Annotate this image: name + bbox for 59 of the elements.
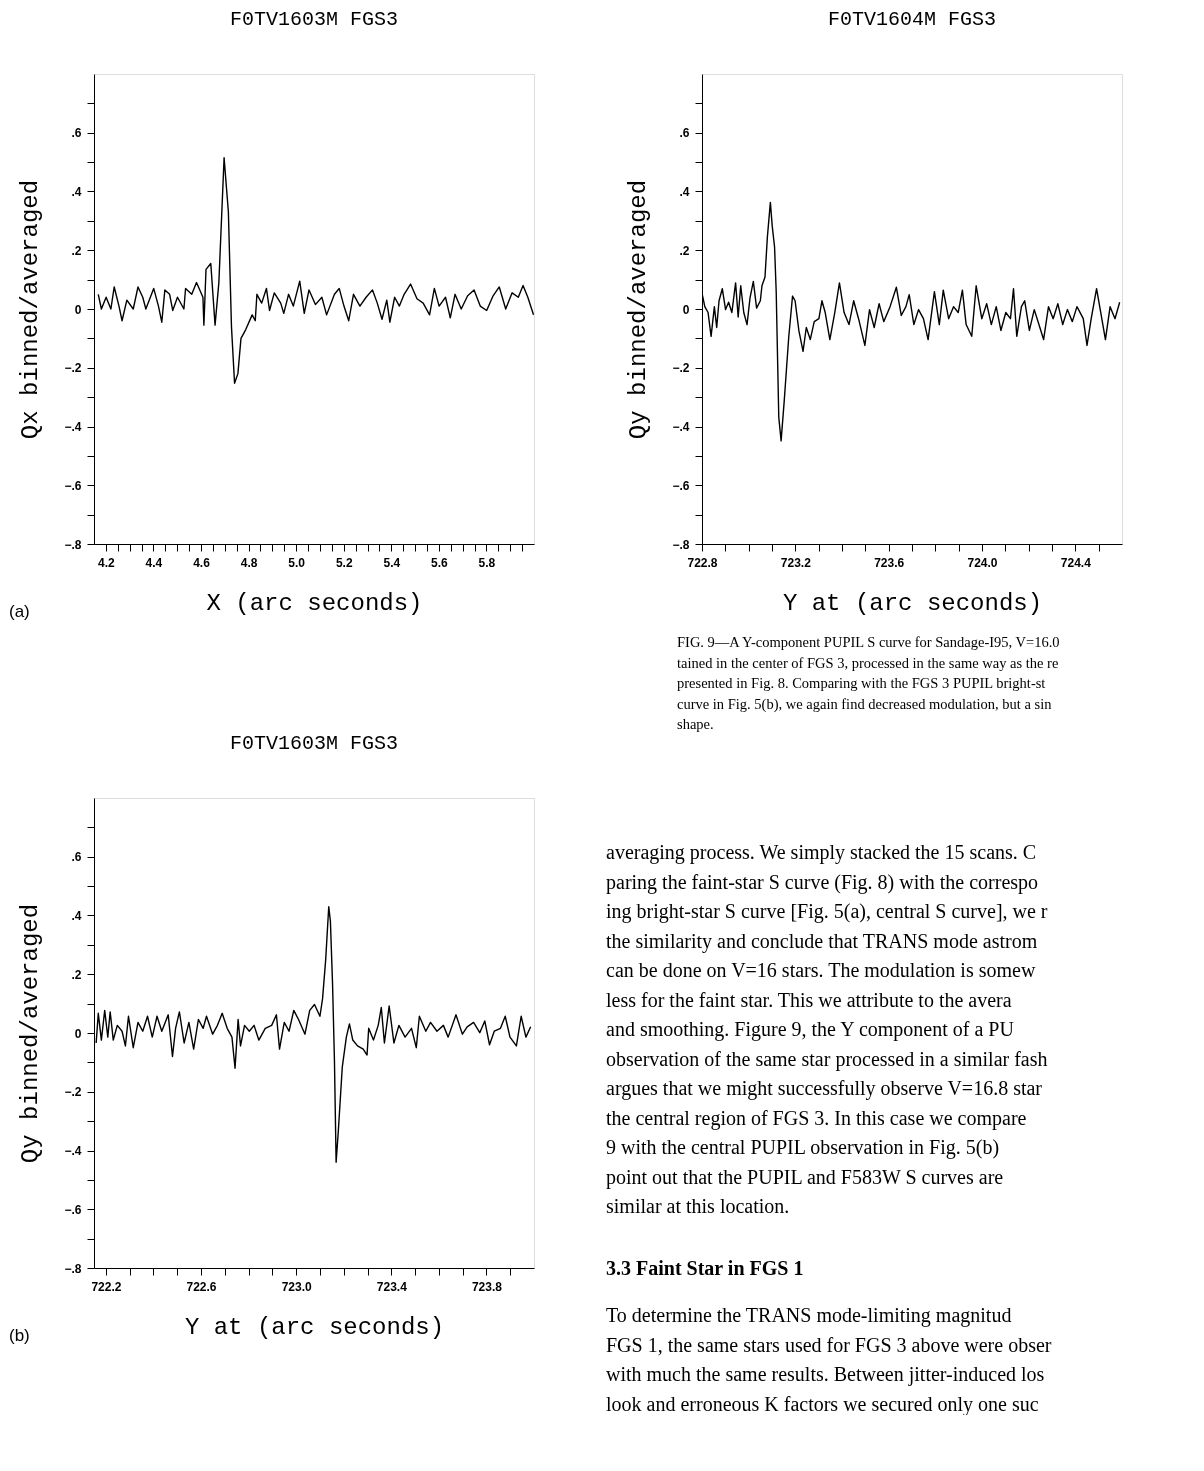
chart-title: F0TV1603M FGS3 [229, 732, 399, 755]
x-axis-title: Y at (arc seconds) [184, 1313, 445, 1341]
x-tick-label: 723.8 [471, 1279, 503, 1294]
text: 3.3 Faint Star in FGS 1 [606, 1256, 804, 1279]
x-tick-label: 724.4 [1060, 555, 1092, 570]
y-tick-label: .2 [679, 243, 690, 258]
y-tick-label: .6 [679, 126, 690, 141]
x-tick-label: 723.6 [874, 555, 905, 570]
x-tick-label: 722.2 [91, 1279, 122, 1294]
caption: FIG. 9—A Y-component PUPIL S curve for Sandage-I95, V=16.0 tained in the center of FGS 3, processed in the same way as the re presented in Fig. 8. Comparing with the FGS 3 PUPIL bright-st curve in Fig. 5(b), we again find decreased modulation, but a sin shape. [677, 634, 1060, 732]
y-tick-label: −.4 [672, 420, 690, 434]
y-tick-label: −.4 [64, 1144, 82, 1158]
x-tick-label: 5.8 [478, 555, 496, 570]
y-tick-label: −.6 [64, 478, 82, 493]
x-tick-label: 723.0 [281, 1279, 312, 1294]
y-tick-label: −.6 [672, 478, 690, 493]
y-tick-label: −.2 [672, 361, 690, 376]
y-tick-label: −.6 [64, 1202, 82, 1217]
y-tick-label: −.8 [672, 537, 690, 552]
x-tick-label: 4.4 [145, 555, 163, 570]
text: (b) [9, 1326, 30, 1345]
y-tick-label: −.4 [64, 420, 82, 434]
x-tick-label: 722.6 [186, 1279, 217, 1294]
x-tick-label: 4.2 [98, 555, 116, 570]
y-tick-label: −.8 [64, 1261, 82, 1276]
y-tick-label: −.2 [64, 1085, 82, 1100]
y-tick-label: .2 [71, 967, 82, 982]
y-tick-label: .2 [71, 243, 82, 258]
y-tick-label: 0 [74, 302, 82, 317]
x-tick-label: 723.4 [376, 1279, 408, 1294]
chart-title: F0TV1604M FGS3 [827, 8, 997, 31]
y-tick-label: −.2 [64, 361, 82, 376]
chart-title: F0TV1603M FGS3 [229, 8, 399, 31]
y-axis-title: Qx binned/averaged [17, 179, 45, 440]
text: averaging process. We simply stacked the 15 scans. C paring the faint-star S curve (Fig. 8) with the correspo ing bright-star S curve [Fig. 5(a), central S curve], we r the similarity and conclude that TRANS mode astrom can be done on V=16 stars. The modulation is somew less for the faint star. This we attribute to the avera and smoothing. Figure 9, the Y component of a PU observation of the same star processed in a similar fash argues that we might successfully observe V=16.8 star the central region of FGS 3. In this case we compare 9 with the central PUPIL observation in Fig. 5(b) point out that the PUPIL and F583W S curves are similar at this location. [606, 841, 1048, 1217]
x-tick-label: 5.6 [431, 555, 449, 570]
x-tick-label: 723.2 [780, 555, 812, 570]
y-axis-title: Qy binned/averaged [17, 903, 45, 1164]
x-tick-label: 5.2 [335, 555, 353, 570]
y-tick-label: −.8 [64, 537, 82, 552]
x-tick-label: 724.0 [967, 555, 998, 570]
y-tick-label: .6 [71, 126, 82, 141]
y-tick-label: 0 [74, 1026, 82, 1041]
y-tick-label: .4 [71, 185, 82, 199]
x-tick-label: 722.8 [687, 555, 718, 570]
text: (a) [9, 602, 30, 621]
x-tick-label: 5.4 [383, 555, 401, 570]
text: To determine the TRANS mode-limiting magnitud FGS 1, the same stars used for FGS 3 above were obser with much the same results. Between jitter-induced los look and erroneous K factors we secured only one suc [606, 1304, 1052, 1416]
y-tick-label: 0 [682, 302, 690, 317]
y-tick-label: .4 [71, 909, 82, 923]
x-tick-label: 4.6 [193, 555, 211, 570]
y-axis-title: Qy binned/averaged [625, 179, 653, 440]
line-series [97, 157, 534, 385]
y-tick-label: .6 [71, 850, 82, 865]
y-tick-label: .4 [679, 185, 690, 199]
x-tick-label: 5.0 [288, 555, 306, 570]
x-axis-title: Y at (arc seconds) [782, 589, 1043, 617]
x-tick-label: 4.8 [240, 555, 258, 570]
x-axis-title: X (arc seconds) [206, 589, 423, 617]
